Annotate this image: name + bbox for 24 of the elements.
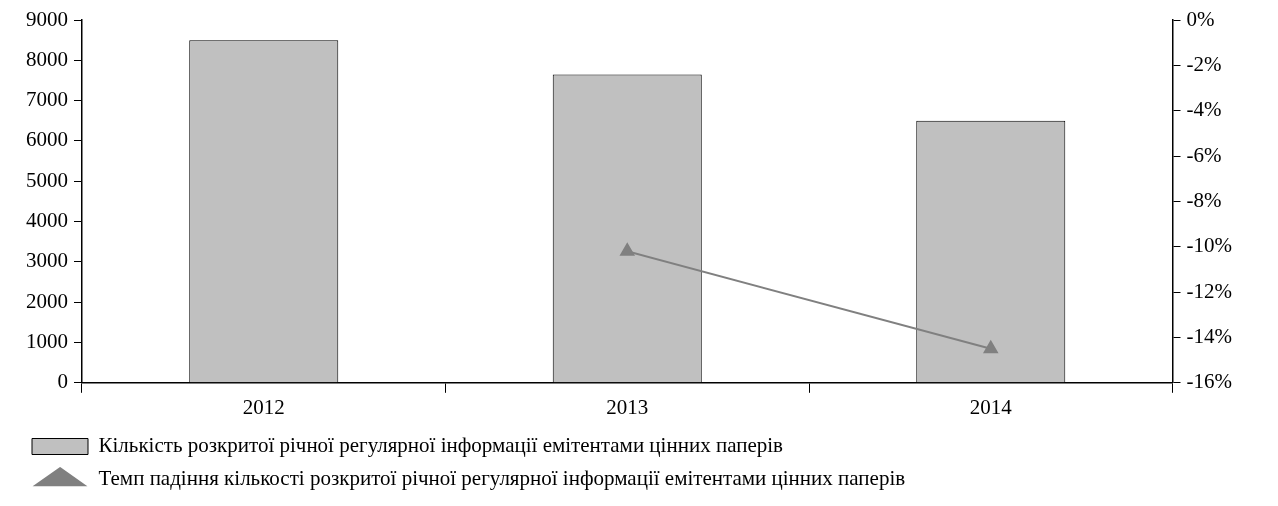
y2-tick-label: 0% <box>1186 6 1215 31</box>
x-tick-label: 2013 <box>606 394 649 419</box>
y2-tick-label: -12% <box>1186 278 1233 303</box>
y-tick-label: 3000 <box>26 248 68 273</box>
y2-tick-label: -2% <box>1186 51 1222 76</box>
y2-tick-label: -16% <box>1186 369 1233 394</box>
y2-tick-label: -10% <box>1186 233 1233 258</box>
y2-tick-label: -8% <box>1186 187 1222 212</box>
x-tick-label: 2014 <box>969 394 1013 419</box>
y-tick-label: 8000 <box>26 46 68 71</box>
y-tick-label: 6000 <box>26 127 68 152</box>
y-tick-label: 5000 <box>26 167 68 192</box>
y-tick-label: 7000 <box>26 87 68 112</box>
y-tick-label: 4000 <box>26 208 68 233</box>
y2-tick-label: -4% <box>1186 97 1222 122</box>
legend-label: Кількість розкритої річної регулярної інформації емітентами цінних паперів <box>98 433 784 458</box>
y-tick-label: 0 <box>57 369 68 394</box>
y-tick-label: 1000 <box>26 329 68 353</box>
y-tick-label: 9000 <box>26 6 68 31</box>
legend-label: Темп падіння кількості розкритої річної регулярної інформації емітентами цінних паперів <box>98 466 906 491</box>
y-tick-label: 2000 <box>26 288 68 313</box>
y2-tick-label: -14% <box>1186 323 1233 348</box>
x-tick-label: 2012 <box>242 394 285 419</box>
y2-tick-label: -6% <box>1186 142 1222 167</box>
